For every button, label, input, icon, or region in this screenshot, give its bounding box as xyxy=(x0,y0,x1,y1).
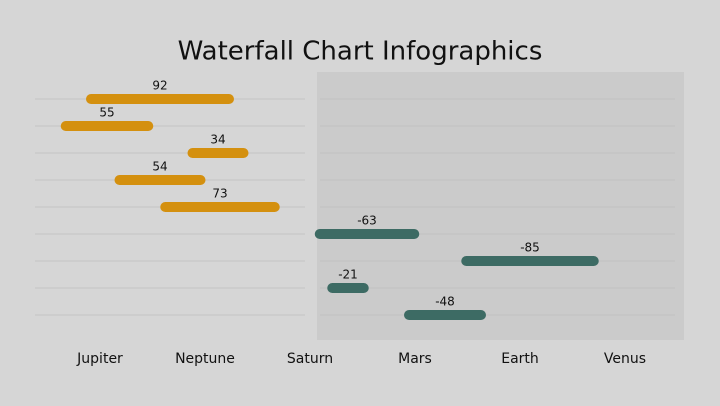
x-tick-label: Neptune xyxy=(175,351,235,367)
x-tick-label: Venus xyxy=(604,351,646,367)
x-tick-label: Earth xyxy=(501,351,539,367)
x-tick-label: Jupiter xyxy=(76,351,123,367)
data-label: -63 xyxy=(357,214,377,228)
data-label: 34 xyxy=(210,133,225,147)
x-tick-label: Mars xyxy=(398,351,432,367)
data-label: 73 xyxy=(212,187,227,201)
x-tick-label: Saturn xyxy=(287,351,333,367)
data-label: -48 xyxy=(435,295,455,309)
chart-title: Waterfall Chart Infographics xyxy=(178,37,543,67)
data-label: -21 xyxy=(338,268,358,282)
panel xyxy=(317,72,684,340)
data-label: 54 xyxy=(152,160,167,174)
data-label: 55 xyxy=(99,106,114,120)
data-label: 92 xyxy=(152,79,167,93)
data-label: -85 xyxy=(520,241,540,255)
